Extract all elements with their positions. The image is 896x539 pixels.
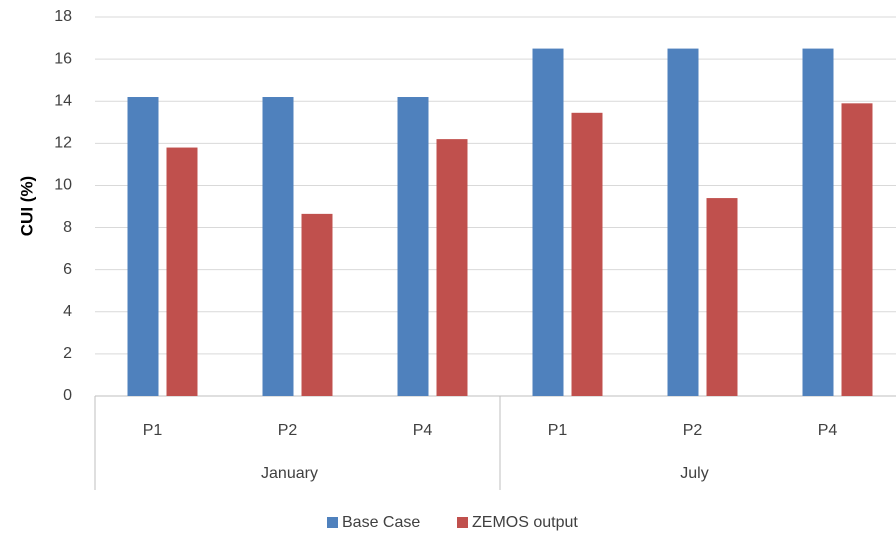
bar (571, 112, 603, 396)
bar (397, 97, 429, 396)
bar (262, 97, 294, 396)
bar (301, 213, 333, 396)
group-label: July (680, 465, 708, 482)
y-tick-label: 4 (63, 303, 72, 320)
bar (436, 139, 468, 396)
bar (841, 103, 873, 397)
bar (166, 147, 198, 396)
y-axis-title: CUI (%) (17, 176, 36, 236)
y-tick-label: 8 (63, 219, 72, 236)
y-tick-label: 10 (54, 177, 72, 194)
y-tick-label: 12 (54, 135, 72, 152)
y-tick-label: 2 (63, 345, 72, 362)
bar (667, 48, 699, 396)
y-tick-label: 14 (54, 92, 72, 109)
legend-swatch (457, 517, 468, 528)
y-tick-label: 0 (63, 387, 72, 404)
legend-label: Base Case (342, 514, 420, 531)
x-tick-label: P2 (683, 422, 703, 439)
x-tick-label: P4 (413, 422, 433, 439)
x-tick-label: P2 (278, 422, 298, 439)
group-label: January (261, 465, 318, 482)
y-tick-label: 16 (54, 50, 72, 67)
bar (127, 97, 159, 396)
x-tick-label: P1 (548, 422, 568, 439)
y-tick-label: 6 (63, 261, 72, 278)
bar (706, 198, 738, 396)
legend-swatch (327, 517, 338, 528)
bar (532, 48, 564, 396)
bar (802, 48, 834, 396)
y-tick-label: 18 (54, 8, 72, 25)
legend-label: ZEMOS output (472, 514, 578, 531)
x-tick-label: P1 (143, 422, 163, 439)
x-tick-label: P4 (818, 422, 838, 439)
